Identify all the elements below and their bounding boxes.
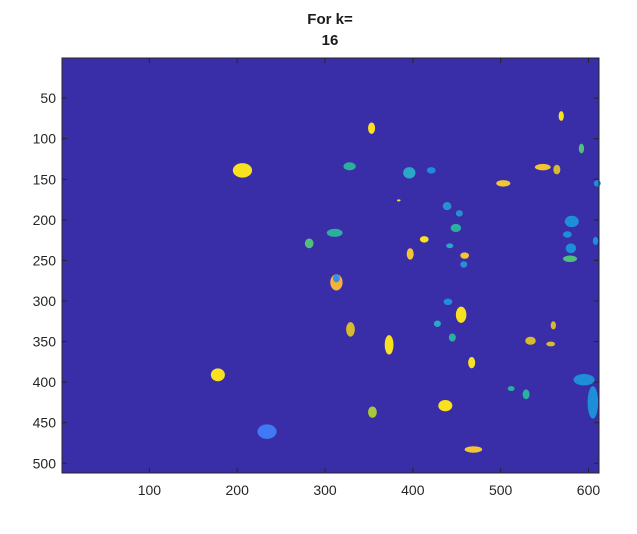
y-tick-label: 100 [33, 131, 57, 147]
segment-region [573, 374, 595, 386]
segment-region [562, 255, 578, 263]
x-tick-label: 400 [401, 482, 425, 498]
chart-title-line-1: For k= [307, 11, 353, 28]
x-tick-label: 100 [138, 482, 162, 498]
segment-region [446, 243, 454, 249]
segment-region [455, 210, 463, 217]
segment-region [460, 261, 468, 268]
segment-region [468, 356, 476, 369]
segment-region [507, 386, 515, 392]
segment-region [448, 333, 456, 342]
segment-region [397, 199, 401, 202]
segment-region [525, 336, 536, 345]
segment-region [564, 215, 579, 228]
plot-area [62, 58, 599, 473]
y-tick-label: 250 [33, 252, 57, 268]
segment-region [592, 236, 599, 246]
segment-region [565, 243, 577, 254]
segment-region [368, 406, 377, 418]
segment-region [232, 163, 253, 178]
x-tick-label: 300 [313, 482, 337, 498]
segment-region [522, 389, 530, 400]
segment-region [443, 298, 453, 306]
segment-region [450, 223, 462, 233]
segment-region [460, 252, 470, 259]
segment-region [332, 274, 340, 283]
segment-region [587, 386, 599, 419]
plot-frame [61, 57, 600, 474]
axis-ticks: 100 200 300 400 500 600 50 100 150 200 250 300 350 40… [33, 58, 601, 498]
segment-region [426, 167, 436, 174]
segment-region [550, 321, 556, 330]
segment-region [419, 236, 429, 243]
segment-region [343, 162, 356, 171]
y-tick-label: 200 [33, 212, 57, 228]
segment-region [346, 322, 355, 337]
segment-region [534, 163, 551, 171]
y-tick-label: 450 [33, 415, 57, 431]
segment-region [442, 202, 452, 211]
segment-region [368, 122, 376, 134]
segment-region [438, 399, 453, 412]
segment-region [578, 143, 585, 154]
y-tick-label: 50 [40, 90, 56, 106]
y-tick-label: 400 [33, 374, 57, 390]
y-tick-label: 500 [33, 455, 57, 471]
segment-region [403, 167, 416, 179]
segment-region [326, 228, 343, 237]
segment-region [406, 248, 414, 260]
x-tick-label: 600 [577, 482, 601, 498]
chart-title-line-2: 16 [322, 32, 339, 49]
segment-region [210, 368, 225, 382]
segmented-regions [210, 111, 601, 453]
segment-region [464, 446, 483, 453]
segment-region [558, 111, 564, 121]
segment-region [384, 335, 394, 355]
y-tick-label: 300 [33, 293, 57, 309]
segment-region [496, 180, 511, 187]
segment-region [455, 306, 467, 323]
x-tick-label: 200 [226, 482, 250, 498]
segment-region [562, 231, 572, 238]
segment-region [257, 424, 277, 439]
segment-region [593, 180, 601, 187]
segment-region [433, 320, 441, 327]
segment-region [553, 164, 561, 175]
x-tick-label: 500 [489, 482, 513, 498]
y-tick-label: 150 [33, 171, 57, 187]
segment-region [546, 341, 556, 347]
segment-region [304, 238, 314, 249]
y-tick-label: 350 [33, 334, 57, 350]
